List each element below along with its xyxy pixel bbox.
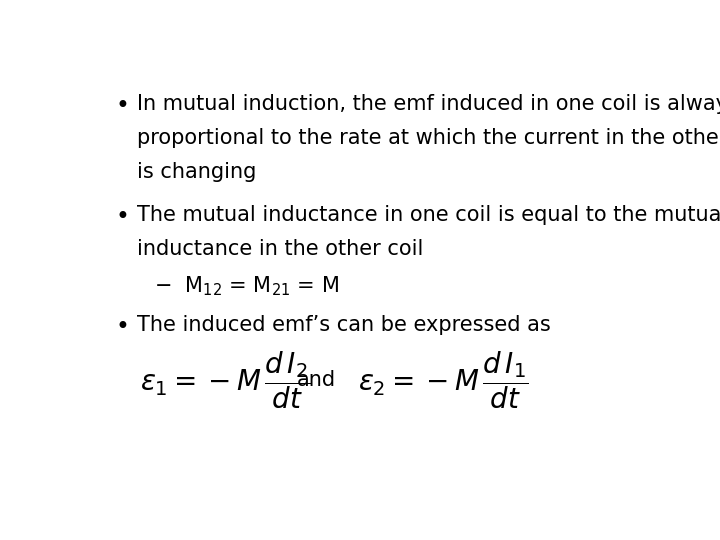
Text: •: • [115, 94, 129, 118]
Text: inductance in the other coil: inductance in the other coil [138, 239, 424, 259]
Text: In mutual induction, the emf induced in one coil is always: In mutual induction, the emf induced in … [138, 94, 720, 114]
Text: $\varepsilon_2 = -M\,\dfrac{d\,I_1}{dt}$: $\varepsilon_2 = -M\,\dfrac{d\,I_1}{dt}$ [358, 350, 528, 411]
Text: is changing: is changing [138, 162, 257, 182]
Text: $\varepsilon_1 = -M\,\dfrac{d\,I_2}{dt}$: $\varepsilon_1 = -M\,\dfrac{d\,I_2}{dt}$ [140, 350, 310, 411]
Text: •: • [115, 315, 129, 339]
Text: proportional to the rate at which the current in the other coil: proportional to the rate at which the cu… [138, 128, 720, 148]
Text: The mutual inductance in one coil is equal to the mutual: The mutual inductance in one coil is equ… [138, 205, 720, 225]
Text: and: and [297, 370, 336, 390]
Text: The induced emf’s can be expressed as: The induced emf’s can be expressed as [138, 315, 552, 335]
Text: •: • [115, 205, 129, 228]
Text: $-$  M$_{12}$ = M$_{21}$ = M: $-$ M$_{12}$ = M$_{21}$ = M [154, 275, 339, 299]
